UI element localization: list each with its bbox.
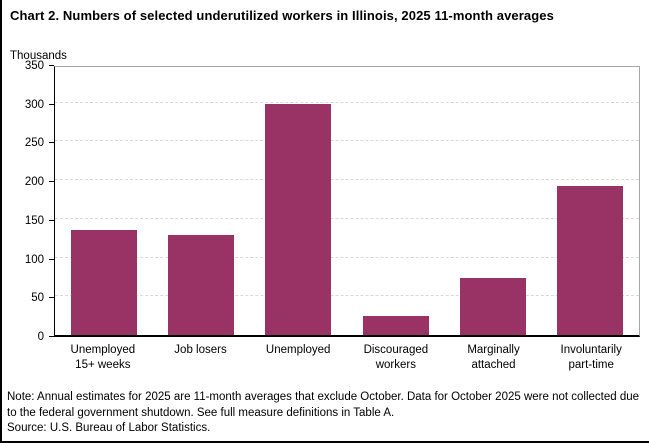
gridline: [55, 295, 639, 297]
y-tick-label: 350: [24, 60, 44, 72]
y-tick-label: 150: [24, 214, 44, 227]
bar-cell: [55, 67, 152, 335]
bars-layer: [55, 67, 639, 335]
y-tick-label: 0: [37, 331, 44, 343]
gridline: [55, 101, 639, 103]
bar-3: [362, 316, 429, 335]
y-tick-label: 250: [24, 137, 44, 150]
bar-cell: [152, 67, 249, 335]
bar-cell: [542, 67, 639, 335]
x-tick-label: Job losers: [174, 344, 227, 356]
y-tick-label: 100: [24, 253, 44, 266]
x-tick-label: Unemployed: [265, 344, 331, 356]
x-tick-label: Discouraged workers: [363, 344, 429, 371]
y-tick-label: 200: [24, 176, 44, 189]
bar-1: [167, 235, 234, 335]
plot-area: [54, 66, 640, 337]
source-text: Source: U.S. Bureau of Labor Statistics.: [7, 422, 211, 434]
y-tick-mark: [49, 336, 54, 337]
bar-cell: [347, 67, 444, 335]
y-tick-mark: [49, 65, 54, 66]
note-text: Note: Annual estimates for 2025 are 11-m…: [7, 391, 640, 419]
x-axis-labels: Unemployed 15+ weeks Job losers Unemployed…: [54, 343, 640, 373]
gridline: [55, 179, 639, 181]
y-tick-mark: [49, 103, 54, 105]
bar-cell: [250, 67, 347, 335]
x-tick-label: Marginally attached: [467, 344, 520, 371]
bar-5: [557, 185, 624, 335]
y-tick-mark: [49, 297, 54, 299]
bar-2: [265, 104, 332, 335]
bar-cell: [444, 67, 541, 335]
y-tick-mark: [49, 142, 54, 144]
gridline: [55, 217, 639, 219]
footnote: Note: Annual estimates for 2025 are 11-m…: [7, 390, 647, 437]
bar-0: [70, 230, 137, 335]
y-axis: 0 50 100 150 200 250 300 350: [2, 60, 54, 343]
y-tick-mark: [49, 258, 54, 260]
chart-title: Chart 2. Numbers of selected underutiliz…: [10, 8, 554, 23]
bar-4: [459, 278, 526, 335]
y-tick-label: 300: [24, 98, 44, 111]
y-tick-mark: [49, 181, 54, 183]
x-tick-label: Unemployed 15+ weeks: [70, 344, 136, 371]
y-axis-units-label: Thousands: [10, 50, 67, 62]
gridline: [55, 256, 639, 258]
y-tick-mark: [49, 219, 54, 221]
y-tick-label: 50: [31, 292, 44, 305]
gridline: [55, 140, 639, 142]
x-tick-label: Involuntarily part-time: [560, 344, 622, 371]
